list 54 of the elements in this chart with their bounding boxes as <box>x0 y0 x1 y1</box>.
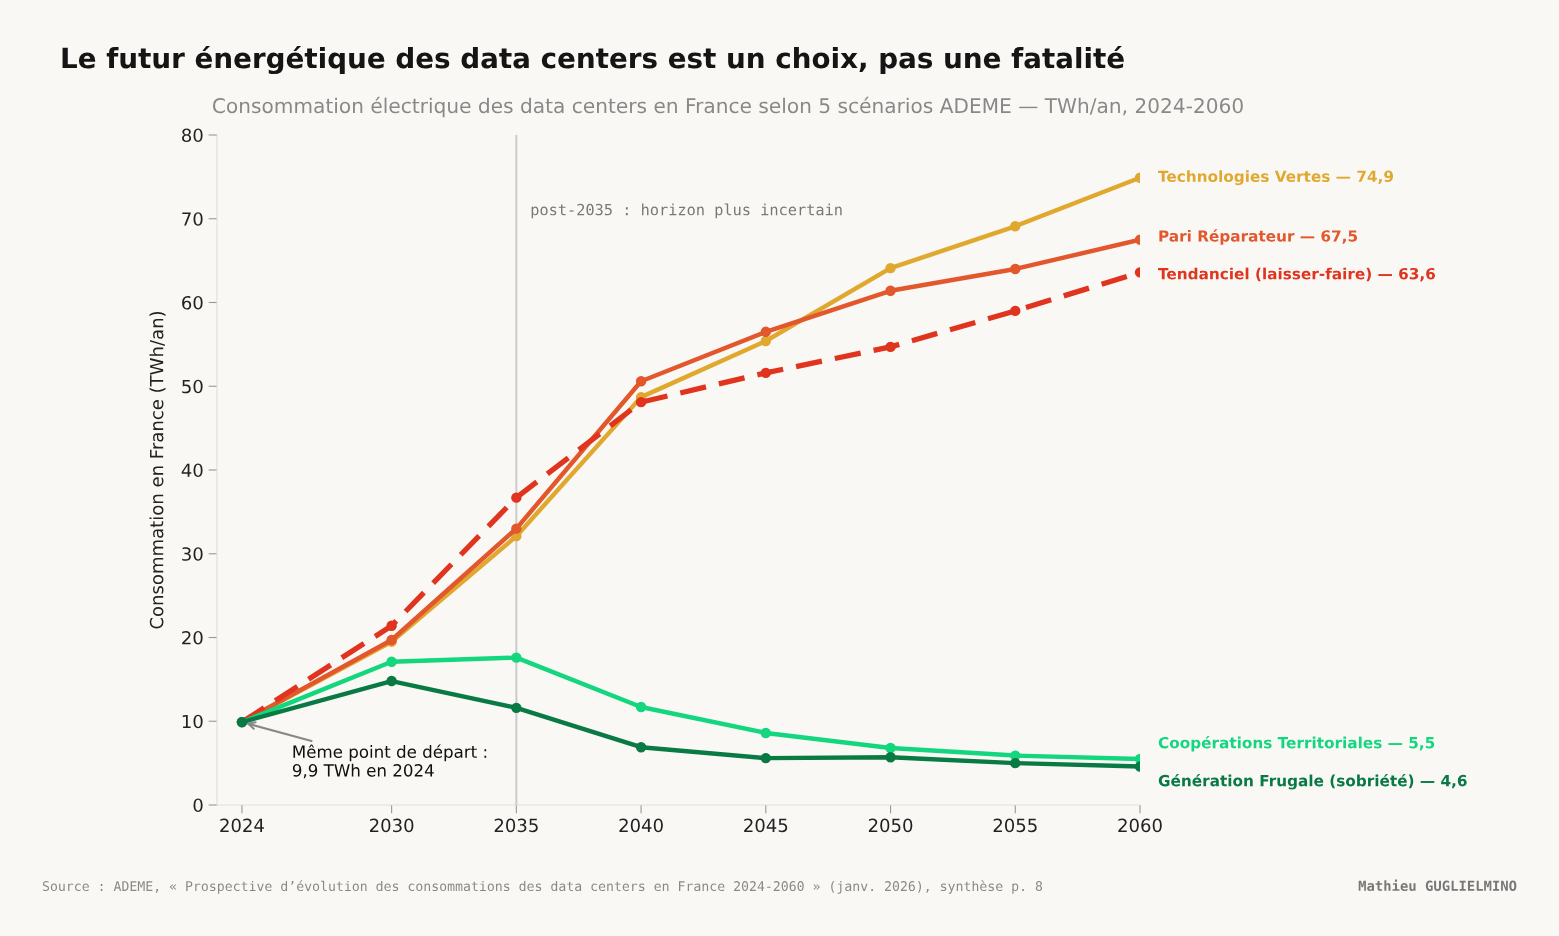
point <box>885 742 896 754</box>
point <box>635 396 647 408</box>
point <box>760 367 772 379</box>
x-tick-label: 2035 <box>494 818 538 833</box>
point <box>386 656 397 667</box>
point <box>1010 263 1021 275</box>
x-tick-label: 2024 <box>220 818 264 833</box>
chart-subtitle: Consommation électrique des data centers en France selon 5 scénarios ADEME — TWh/an, 2024-2060 <box>212 96 1243 118</box>
x-tick-label: 2060 <box>1118 818 1162 833</box>
point <box>760 335 772 347</box>
point <box>885 752 896 763</box>
point <box>885 285 896 296</box>
point <box>635 701 647 713</box>
point <box>885 341 896 353</box>
chart-title: Le futur énergétique des data centers est un choix, pas une fatalité <box>62 45 1124 75</box>
series-label: Technologies Vertes — 74,9 <box>1158 170 1394 186</box>
text: Mathieu GUGLIELMINO <box>1358 879 1517 892</box>
y-tick-label: 60 <box>182 295 203 310</box>
series-label: Génération Frugale (sobriété) — 4,6 <box>1158 773 1467 790</box>
point <box>511 523 522 534</box>
y-tick-label: 0 <box>193 798 203 813</box>
y-tick-label: 40 <box>181 463 203 478</box>
y-tick-label: 50 <box>182 379 203 394</box>
series-label: Pari Réparateur — 67,5 <box>1159 229 1358 245</box>
point <box>635 742 647 753</box>
point <box>1010 221 1021 232</box>
point <box>635 376 647 387</box>
source-note: Source : ADEME, « Prospective d’évolution des consommations des data centers en France 2024-2060 » (janv. 2026), synthèse p. 8 <box>42 880 1043 894</box>
point <box>511 652 522 663</box>
point <box>386 675 397 687</box>
point <box>1010 305 1021 317</box>
y-tick-label: 80 <box>182 128 203 143</box>
y-tick-label: 30 <box>182 547 203 561</box>
ref-line-label: post-2035 : horizon plus incertain <box>531 203 842 219</box>
point <box>511 702 522 714</box>
x-tick-label: 2030 <box>369 818 414 833</box>
y-tick-label: 70 <box>182 212 203 226</box>
y-axis-title: Consommation en France (TWh/an) <box>149 311 166 629</box>
annotation: Même point de départ : 9,9 TWh en 2024 <box>292 744 487 779</box>
point <box>760 727 772 739</box>
series-label: Coopérations Territoriales — 5,5 <box>1158 736 1435 752</box>
x-tick-label: 2040 <box>619 818 663 833</box>
x-tick-label: 2055 <box>993 818 1037 833</box>
x-tick-label: 2045 <box>744 818 788 833</box>
series-label: Tendanciel (laisser-faire) — 63,6 <box>1158 267 1436 282</box>
point <box>386 620 397 631</box>
point <box>885 262 896 274</box>
y-tick-label: 10 <box>182 714 203 729</box>
point <box>760 752 772 764</box>
point <box>760 326 772 338</box>
x-tick-label: 2050 <box>868 818 913 833</box>
point <box>511 492 522 503</box>
point <box>1010 757 1021 769</box>
y-tick-label: 20 <box>182 630 203 645</box>
